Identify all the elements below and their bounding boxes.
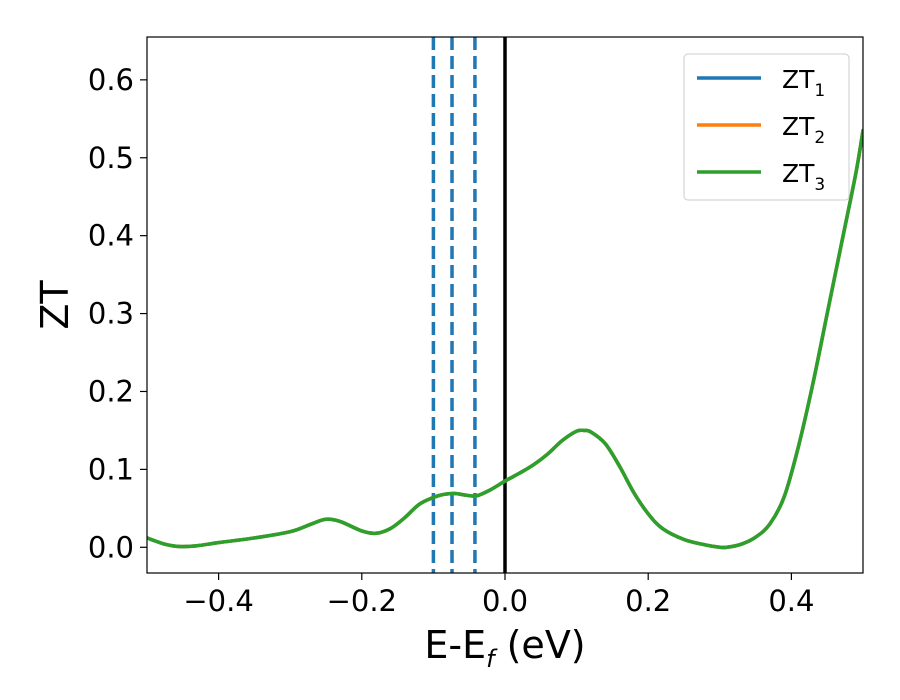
legend-label-zt2: ZT2 (782, 112, 825, 148)
legend-label-base: ZT (782, 159, 815, 188)
y-tick-label: 0.2 (88, 374, 134, 408)
legend-label-sub: 1 (814, 81, 825, 101)
legend-label-base: ZT (782, 65, 815, 94)
reference-lines (431, 37, 507, 573)
x-axis-label-unit: (eV) (495, 623, 586, 667)
legend-label-sub: 3 (814, 175, 825, 195)
x-tick-label: 0.0 (482, 584, 528, 618)
series-layer (147, 128, 863, 550)
legend-label-sub: 2 (814, 128, 825, 148)
x-tick-label: 0.4 (768, 584, 814, 618)
y-tick-label: 0.6 (88, 63, 134, 97)
x-tick-label: −0.4 (183, 584, 253, 618)
y-axis-ticks: 0.0 0.1 0.2 0.3 0.4 0.5 0.6 (88, 63, 147, 564)
x-axis-label-base: E-E (424, 623, 486, 667)
legend-label-base: ZT (782, 112, 815, 141)
y-tick-label: 0.1 (88, 452, 134, 486)
x-tick-label: 0.2 (625, 584, 671, 618)
y-tick-label: 0.3 (88, 297, 134, 331)
x-axis-ticks: −0.4 −0.2 0.0 0.2 0.4 (183, 573, 814, 618)
x-tick-label: −0.2 (327, 584, 397, 618)
x-axis-label: E-Ef (eV) (424, 623, 585, 673)
y-tick-label: 0.0 (88, 530, 134, 564)
legend-label-zt3: ZT3 (782, 159, 825, 195)
legend-label-zt1: ZT1 (782, 65, 825, 101)
y-axis-label: ZT (33, 280, 77, 330)
y-tick-label: 0.4 (88, 219, 134, 253)
series-line-zt3 (147, 128, 863, 550)
y-tick-label: 0.5 (88, 141, 134, 175)
legend-box (683, 53, 850, 201)
